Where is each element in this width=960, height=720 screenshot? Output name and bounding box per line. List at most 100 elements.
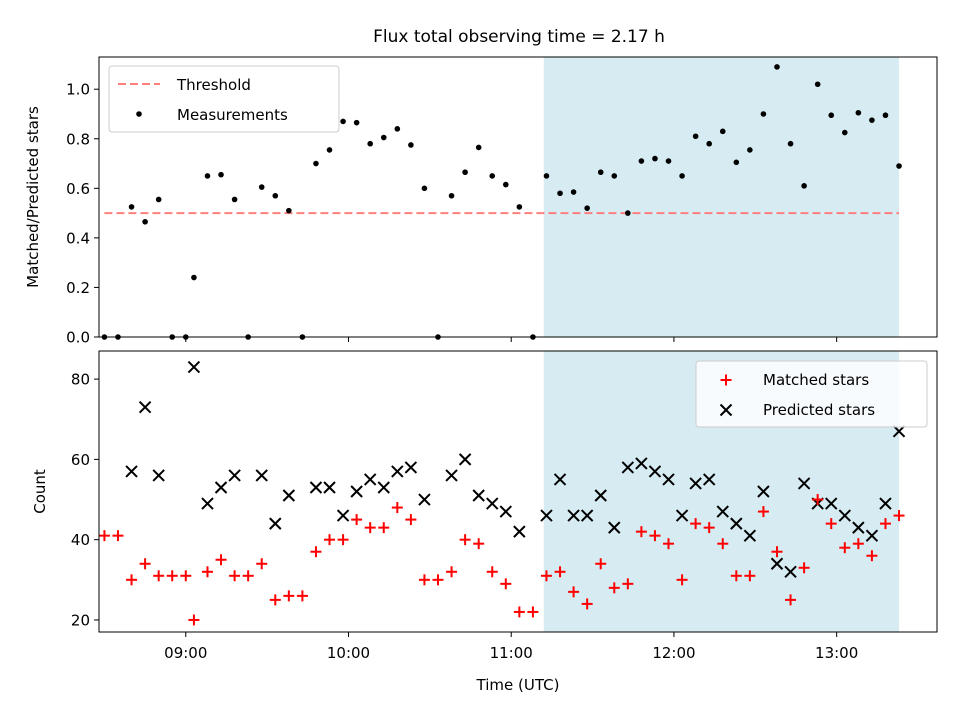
top-highlight-span (543, 57, 900, 337)
matched-point (296, 590, 308, 602)
predicted-point (553, 473, 567, 486)
matched-point (690, 518, 702, 530)
legend-measurements-label: Measurements (177, 106, 288, 124)
y-tick-label: 60 (71, 451, 90, 469)
legend-matched-swatch (720, 374, 732, 386)
matched-point (757, 506, 769, 518)
measurement-point (692, 133, 699, 140)
x-tick-label: 12:00 (652, 644, 695, 662)
matched-point (785, 594, 797, 606)
matched-point (418, 574, 430, 586)
matched-point (513, 606, 525, 618)
matched-point (324, 534, 336, 546)
measurement-point (326, 147, 333, 153)
measurement-point (665, 158, 672, 164)
y-tick-label: 0.2 (66, 279, 90, 297)
measurement-point (380, 134, 387, 141)
matched-point (798, 562, 810, 574)
x-tick-label: 13:00 (815, 644, 858, 662)
matched-point (337, 534, 349, 546)
measurement-point (787, 140, 794, 147)
measurement-point (855, 109, 862, 116)
matched-point (825, 518, 837, 530)
measurement-point (286, 207, 292, 214)
matched-point (98, 530, 110, 542)
y-tick-label: 1.0 (66, 81, 90, 99)
predicted-point (662, 473, 675, 486)
predicted-point (336, 509, 350, 522)
matched-point (446, 566, 458, 578)
top-legend: Threshold Measurements (108, 65, 340, 133)
measurement-point (204, 173, 211, 179)
predicted-point (675, 509, 689, 522)
measurement-point (801, 183, 807, 189)
matched-point (405, 514, 417, 526)
predicted-point (567, 509, 580, 522)
bottom-axes-frame (98, 350, 938, 633)
predicted-point (363, 473, 377, 486)
predicted-point (323, 481, 336, 494)
predicted-point (743, 529, 757, 542)
matched-point (166, 570, 178, 582)
matched-point (473, 538, 485, 550)
measurement-point (502, 181, 509, 188)
matched-point (112, 530, 124, 542)
top-y-axis-label: Matched/Predicted stars (24, 106, 42, 288)
measurement-point (516, 204, 523, 210)
predicted-point (187, 360, 201, 374)
predicted-point (377, 481, 390, 494)
matched-point (622, 578, 634, 590)
predicted-point (201, 497, 214, 510)
bottom-panel: 20 40 60 80 09:00 10:00 11:00 12:00 13:00 Count… (31, 350, 938, 694)
chart-title: Flux total observing time = 2.17 h (373, 27, 665, 47)
top-legend-box (108, 65, 340, 133)
predicted-point (513, 525, 526, 538)
matched-point (486, 566, 498, 578)
measurement-point (597, 169, 604, 176)
predicted-point (892, 425, 906, 438)
measurement-point (353, 119, 360, 126)
matched-point (866, 550, 878, 562)
matched-point (364, 522, 376, 534)
matched-point (812, 494, 824, 506)
measurement-point (828, 112, 835, 119)
matched-point (852, 538, 864, 550)
top-panel: 0.0 0.2 0.4 0.6 0.8 1.0 Matched/Predicted sta… (24, 56, 938, 347)
matched-point (568, 586, 580, 598)
matched-point (242, 570, 254, 582)
y-tick-label: 0.4 (66, 229, 90, 247)
measurement-point (719, 128, 726, 135)
measurement-point (462, 169, 468, 176)
predicted-point (540, 509, 553, 522)
matched-point (459, 534, 471, 546)
measurement-point (652, 155, 658, 162)
measurement-point (155, 196, 162, 203)
top-axes-frame (98, 56, 938, 338)
measurement-point (747, 147, 753, 153)
legend-predicted-label: Predicted stars (763, 401, 875, 419)
predicted-point (838, 509, 852, 522)
y-tick-label: 0.6 (66, 180, 90, 198)
predicted-point (635, 457, 648, 470)
x-tick-label: 10:00 (327, 644, 370, 662)
matched-point (676, 574, 688, 586)
predicted-point (852, 521, 865, 534)
measurement-point (258, 184, 265, 190)
predicted-point (757, 485, 770, 498)
top-y-ticks: 0.0 0.2 0.4 0.6 0.8 1.0 (66, 81, 99, 347)
measurement-point (272, 192, 279, 199)
bottom-y-axis-label: Count (31, 469, 49, 514)
matched-point (500, 578, 512, 590)
predicted-point (608, 521, 621, 534)
predicted-point (797, 477, 811, 490)
predicted-point (391, 465, 404, 478)
measurement-point (340, 118, 346, 125)
measurement-point (191, 274, 197, 281)
matched-point (703, 522, 715, 534)
matched-point (554, 566, 566, 578)
matched-point (180, 570, 192, 582)
measurement-point (218, 171, 224, 178)
legend-matched-label: Matched stars (763, 371, 869, 389)
predicted-point (648, 465, 662, 478)
